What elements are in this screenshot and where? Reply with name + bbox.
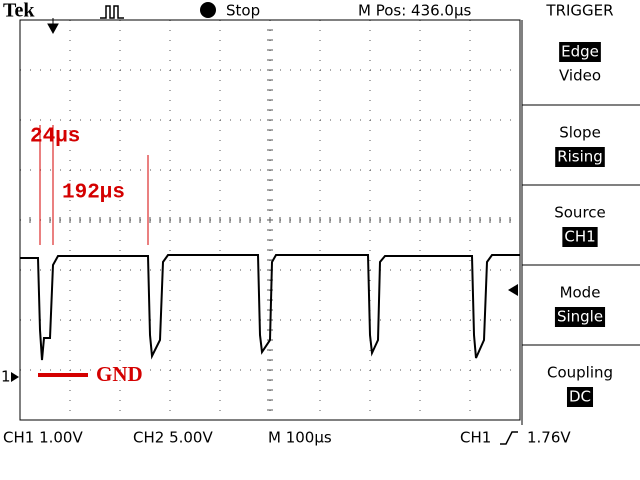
trigger-position-marker <box>47 18 59 35</box>
side-menu: Edge Video Slope Rising Source CH1 Mode Single C… <box>521 20 640 425</box>
menu-bottom: Video <box>559 67 601 85</box>
ch2-scale: CH2 5.00V <box>133 429 213 447</box>
graticule-border <box>19 19 521 421</box>
menu-top: Source <box>554 204 606 222</box>
menu-bottom: Rising <box>557 148 603 166</box>
menu-highlight <box>554 307 606 327</box>
menu-highlight <box>566 387 594 407</box>
menu-highlight <box>562 227 598 247</box>
trigger-source: CH1 <box>460 429 491 447</box>
menu-top: Coupling <box>547 364 613 382</box>
brand: Tek <box>3 0 35 22</box>
channel-arrow <box>11 372 19 382</box>
menu-title: TRIGGER <box>545 2 613 20</box>
horizontal-position: M Pos: 436.0µs <box>358 2 472 20</box>
stop-indicator <box>200 2 216 18</box>
menu-bottom: CH1 <box>564 228 595 246</box>
ground-label: GND <box>96 362 143 386</box>
menu-top: Mode <box>560 284 601 302</box>
menu-highlight <box>555 147 605 167</box>
ch1-scale: CH1 1.00V <box>3 429 83 447</box>
channel-marker: 1 <box>1 368 11 386</box>
pulse-width-label: 24µs <box>30 126 80 149</box>
menu-top: Slope <box>559 124 601 142</box>
menu-bottom: Single <box>557 308 603 326</box>
menu-top: Edge <box>561 43 599 61</box>
acquire-icon <box>100 5 124 19</box>
trigger-level: 1.76V <box>527 429 571 447</box>
gap-label: 192µs <box>62 182 125 205</box>
run-status: Stop <box>226 2 260 20</box>
menu-bottom: DC <box>569 388 591 406</box>
menu-highlight <box>559 42 601 62</box>
waveform <box>20 254 520 361</box>
slope-icon <box>500 431 518 445</box>
trigger-level-marker <box>508 284 518 296</box>
timebase: M 100µs <box>268 429 332 447</box>
